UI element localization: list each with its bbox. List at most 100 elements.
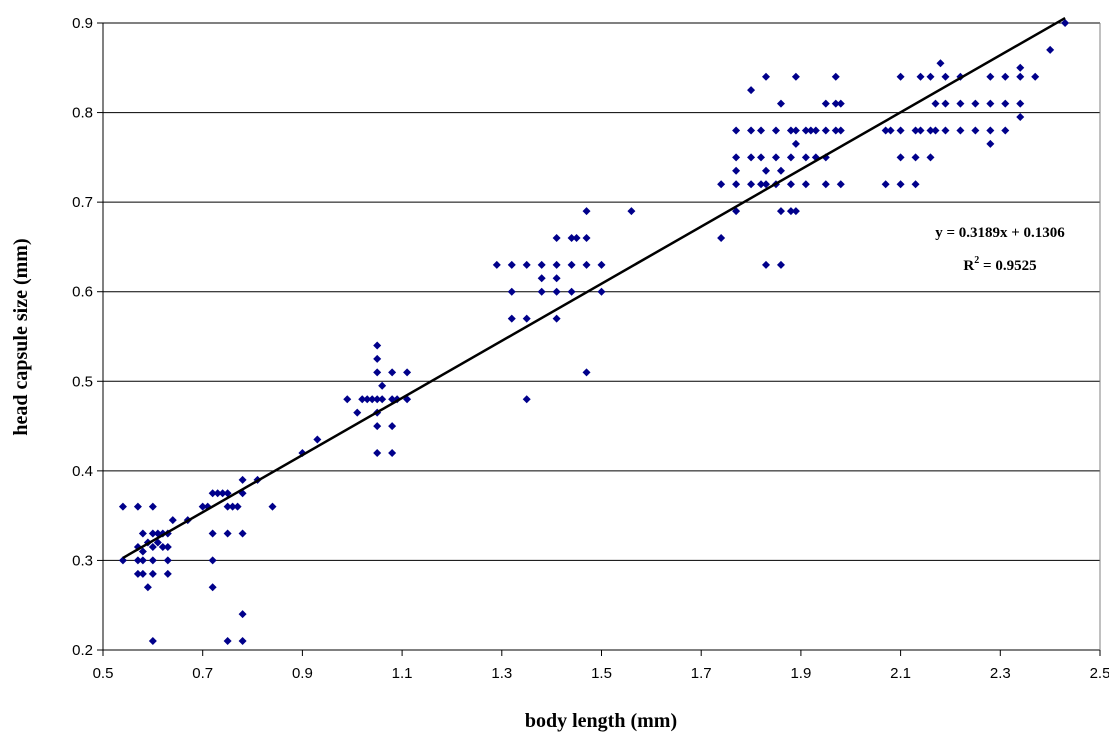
data-point bbox=[597, 287, 606, 296]
data-point bbox=[757, 126, 766, 135]
data-point bbox=[1001, 126, 1010, 135]
data-point bbox=[831, 72, 840, 81]
x-tick-label: 1.1 bbox=[392, 665, 413, 682]
data-point bbox=[786, 207, 795, 216]
data-point bbox=[732, 153, 741, 162]
r-squared-label: R2 = 0.9525 bbox=[963, 255, 1036, 274]
y-tick-label: 0.2 bbox=[72, 642, 93, 659]
data-point bbox=[138, 569, 147, 578]
data-point bbox=[627, 207, 636, 216]
data-point bbox=[881, 180, 890, 189]
data-point bbox=[507, 314, 516, 323]
data-point bbox=[971, 99, 980, 108]
data-point bbox=[791, 72, 800, 81]
data-point bbox=[986, 139, 995, 148]
data-point bbox=[118, 502, 127, 511]
data-point bbox=[208, 489, 217, 498]
data-point bbox=[732, 180, 741, 189]
data-point bbox=[582, 233, 591, 242]
data-point bbox=[522, 314, 531, 323]
data-point bbox=[821, 99, 830, 108]
data-point bbox=[886, 126, 895, 135]
data-point bbox=[138, 529, 147, 538]
data-point bbox=[373, 395, 382, 404]
data-point bbox=[1031, 72, 1040, 81]
data-point bbox=[118, 556, 127, 565]
data-point bbox=[138, 547, 147, 556]
data-point bbox=[941, 72, 950, 81]
data-point bbox=[148, 529, 157, 538]
data-point bbox=[911, 153, 920, 162]
data-point bbox=[567, 233, 576, 242]
data-point bbox=[1001, 72, 1010, 81]
data-point bbox=[522, 260, 531, 269]
data-point bbox=[732, 166, 741, 175]
data-point bbox=[1046, 45, 1055, 54]
data-point bbox=[776, 260, 785, 269]
y-tick-label: 0.7 bbox=[72, 194, 93, 211]
data-point bbox=[1016, 63, 1025, 72]
x-tick-label: 0.9 bbox=[292, 665, 313, 682]
data-point bbox=[148, 502, 157, 511]
data-point bbox=[148, 569, 157, 578]
data-point bbox=[732, 126, 741, 135]
data-point bbox=[771, 153, 780, 162]
data-point bbox=[747, 126, 756, 135]
data-point bbox=[363, 395, 372, 404]
data-point bbox=[537, 260, 546, 269]
data-point bbox=[403, 368, 412, 377]
data-point bbox=[373, 341, 382, 350]
data-point bbox=[881, 126, 890, 135]
y-axis-title: head capsule size (mm) bbox=[10, 238, 32, 435]
y-tick-label: 0.3 bbox=[72, 552, 93, 569]
data-point bbox=[931, 126, 940, 135]
data-point bbox=[757, 180, 766, 189]
data-point bbox=[811, 126, 820, 135]
data-point bbox=[238, 610, 247, 619]
data-point bbox=[986, 99, 995, 108]
data-point bbox=[223, 489, 232, 498]
y-tick-label: 0.4 bbox=[72, 463, 93, 480]
data-point bbox=[238, 529, 247, 538]
data-point bbox=[747, 180, 756, 189]
data-point bbox=[368, 395, 377, 404]
data-point bbox=[223, 502, 232, 511]
trendline-equation: y = 0.3189x + 0.1306 bbox=[935, 225, 1065, 241]
data-point bbox=[133, 556, 142, 565]
x-tick-label: 1.9 bbox=[790, 665, 811, 682]
data-point bbox=[821, 126, 830, 135]
data-point bbox=[507, 287, 516, 296]
data-point bbox=[836, 99, 845, 108]
data-point bbox=[791, 207, 800, 216]
data-point bbox=[388, 448, 397, 457]
data-point bbox=[791, 126, 800, 135]
data-point bbox=[208, 529, 217, 538]
data-point bbox=[936, 59, 945, 68]
data-point bbox=[896, 180, 905, 189]
data-point bbox=[373, 368, 382, 377]
gridlines bbox=[103, 22, 1100, 561]
data-point bbox=[148, 556, 157, 565]
data-point bbox=[238, 637, 247, 646]
data-point bbox=[223, 637, 232, 646]
data-point bbox=[388, 368, 397, 377]
data-point bbox=[133, 569, 142, 578]
data-point bbox=[896, 72, 905, 81]
data-point bbox=[771, 126, 780, 135]
data-point bbox=[926, 126, 935, 135]
data-point bbox=[148, 637, 157, 646]
data-point bbox=[552, 233, 561, 242]
data-point bbox=[218, 489, 227, 498]
data-point bbox=[717, 180, 726, 189]
data-point bbox=[492, 260, 501, 269]
data-point bbox=[986, 72, 995, 81]
data-point bbox=[373, 448, 382, 457]
data-point bbox=[831, 99, 840, 108]
data-point bbox=[916, 72, 925, 81]
data-point bbox=[552, 287, 561, 296]
data-point bbox=[747, 86, 756, 95]
y-tick-label: 0.9 bbox=[72, 15, 93, 32]
x-tick-label: 2.1 bbox=[890, 665, 911, 682]
data-point bbox=[791, 139, 800, 148]
